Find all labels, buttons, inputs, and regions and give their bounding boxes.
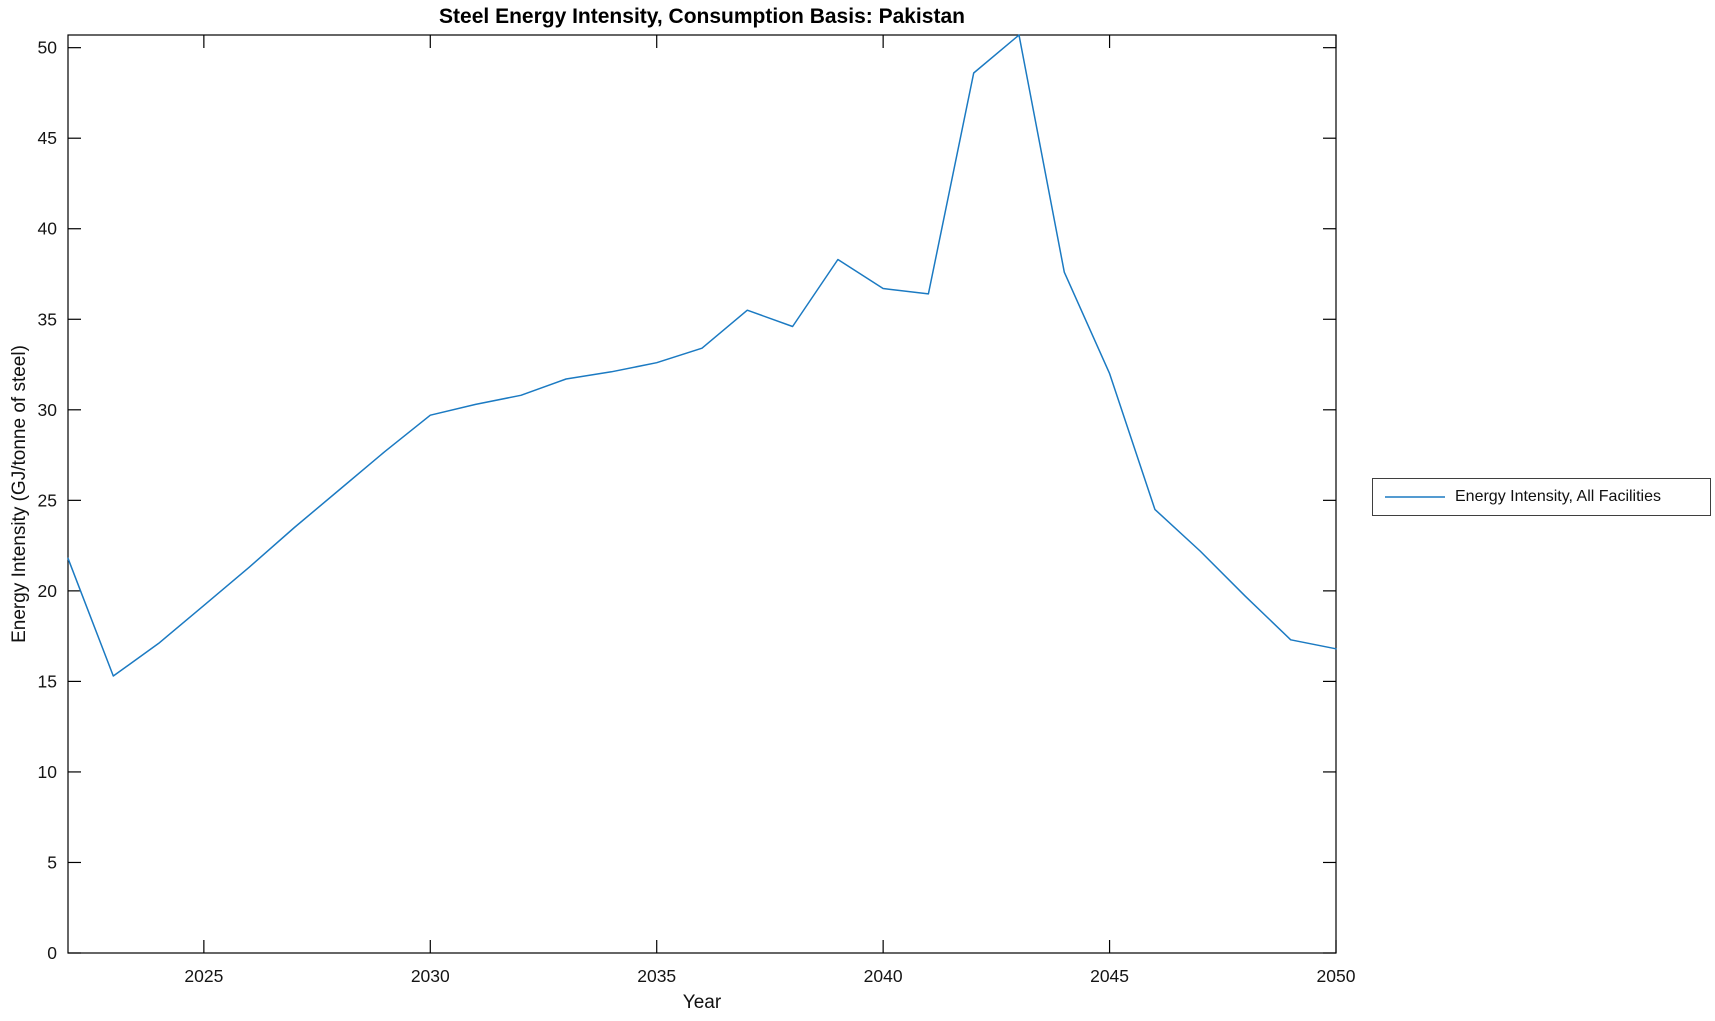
x-tick-label: 2045 xyxy=(1090,966,1129,986)
y-tick-label: 15 xyxy=(38,671,57,691)
y-tick-label: 45 xyxy=(38,128,57,148)
y-tick-label: 30 xyxy=(38,400,58,420)
y-tick-label: 5 xyxy=(47,852,57,872)
x-tick-label: 2030 xyxy=(411,966,450,986)
x-axis-label: Year xyxy=(682,992,722,1013)
y-tick-label: 35 xyxy=(38,309,57,329)
legend: Energy Intensity, All Facilities xyxy=(1372,478,1711,516)
energy-intensity-line xyxy=(67,34,1337,677)
x-tick-label: 2050 xyxy=(1317,966,1356,986)
chart-title: Steel Energy Intensity, Consumption Basi… xyxy=(439,5,965,28)
y-tick-label: 0 xyxy=(47,943,57,963)
y-tick-label: 40 xyxy=(38,219,58,239)
y-tick-label: 20 xyxy=(38,581,58,601)
y-tick-label: 50 xyxy=(38,38,58,58)
x-tick-label: 2025 xyxy=(184,966,223,986)
y-tick-label: 25 xyxy=(38,490,57,510)
x-tick-label: 2040 xyxy=(864,966,903,986)
y-tick-label: 10 xyxy=(38,762,58,782)
legend-line-sample xyxy=(1385,496,1445,498)
x-tick-label: 2035 xyxy=(637,966,676,986)
legend-entry-label: Energy Intensity, All Facilities xyxy=(1455,488,1662,505)
axes-box xyxy=(67,34,1337,954)
